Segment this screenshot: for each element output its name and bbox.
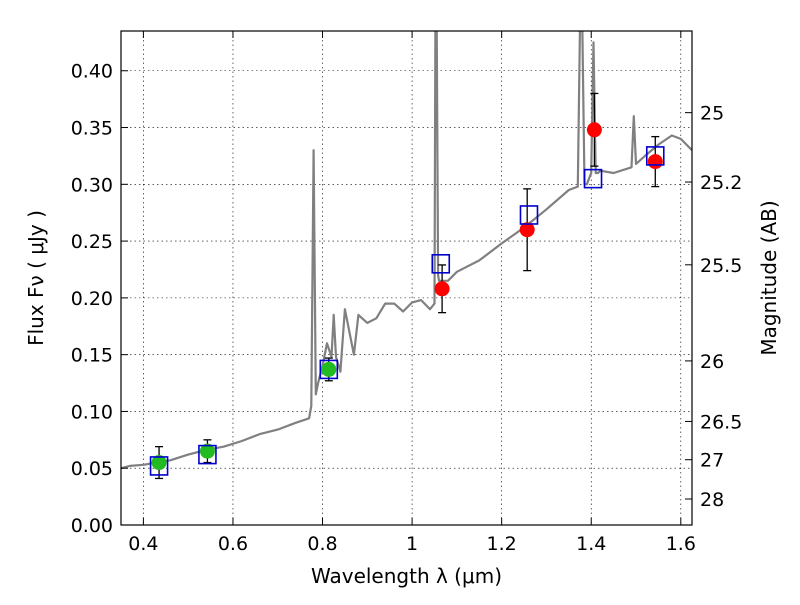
model-square-point [583, 168, 603, 189]
red-photometry-point [519, 222, 535, 238]
x-tick-label: 1.2 [487, 533, 517, 555]
y-tick-label: 0.35 [71, 118, 113, 140]
plot-frame [120, 30, 693, 526]
right-tick-label: 25.2 [700, 172, 742, 194]
model-square-point [149, 456, 169, 476]
green-photometry-point [151, 455, 167, 471]
y-tick-label: 0.40 [71, 61, 113, 83]
x-tick-label: 1.4 [576, 533, 606, 555]
green-photometry-point [321, 361, 337, 377]
model-square-point [645, 146, 665, 166]
right-tick-label: 28 [700, 489, 724, 511]
model-square-point [319, 359, 339, 380]
right-tick-label: 27 [700, 450, 724, 472]
red-photometry-point [434, 281, 450, 297]
model-square-point [431, 254, 451, 274]
y-tick-label: 0.30 [71, 174, 113, 196]
model-square-point [198, 444, 217, 465]
x-axis-label: Wavelength λ (μm) [311, 564, 502, 588]
x-tick-label: 0.4 [128, 533, 158, 555]
x-tick-label: 1.6 [666, 533, 696, 555]
red-photometry-point [647, 154, 663, 170]
right-tick-label: 26.5 [700, 411, 742, 433]
x-tick-label: 0.8 [307, 533, 337, 555]
y-tick-label: 0.20 [71, 288, 113, 310]
y-tick-label: 0.10 [71, 401, 113, 423]
y-tick-label: 0.00 [71, 515, 113, 537]
model-spectrum-line [121, 31, 692, 470]
data-points-layer [149, 92, 665, 480]
green-photometry-point [199, 443, 215, 459]
y-tick-label: 0.05 [71, 458, 113, 480]
model-spectrum-layer [121, 31, 692, 470]
model-square-point [519, 205, 539, 225]
right-tick-label: 25 [700, 103, 724, 125]
right-tick-label: 25.5 [700, 255, 742, 277]
y-tick-label: 0.25 [71, 231, 113, 253]
x-tick-label: 0.6 [218, 533, 248, 555]
y-right-axis-label: Magnitude (AB) [757, 200, 781, 355]
red-photometry-point [586, 122, 602, 138]
x-tick-label: 1 [406, 533, 418, 555]
right-tick-label: 26 [700, 351, 724, 373]
y-tick-label: 0.15 [71, 345, 113, 367]
y-axis-label: Flux Fν ( μJy ) [24, 210, 48, 346]
axis-ticks: 0.4 0.6 0.8 1 1.2 1.4 1.6 0.00 0.05 0.10 0.15 0.20 0… [71, 31, 742, 555]
